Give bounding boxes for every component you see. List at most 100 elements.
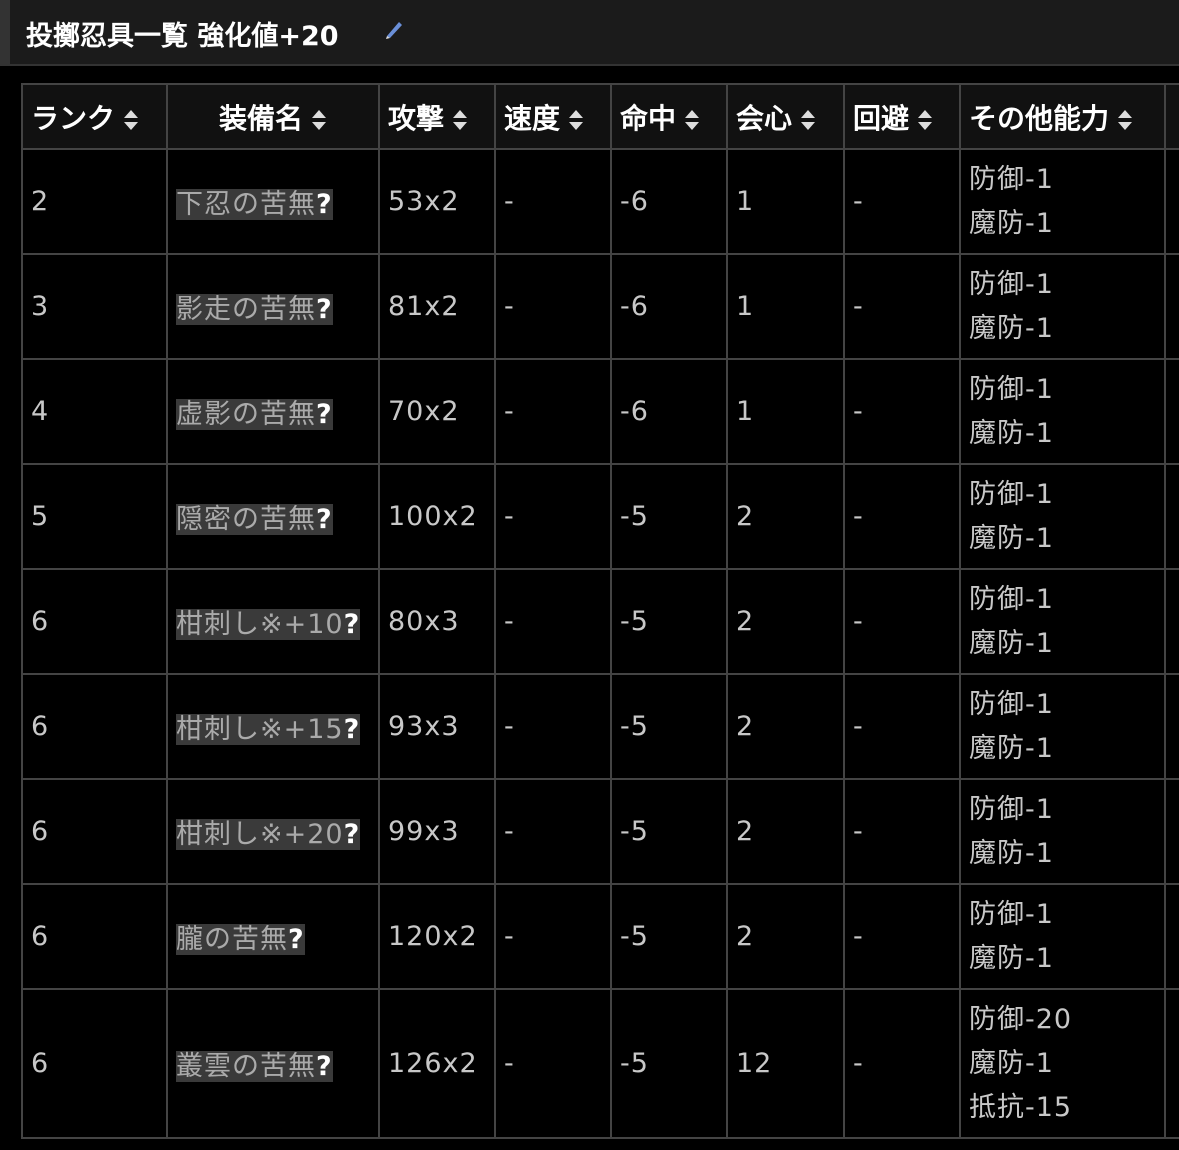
table-cell: - bbox=[494, 358, 612, 465]
table-cell: - bbox=[843, 148, 961, 255]
column-header[interactable]: 会心 bbox=[726, 83, 845, 150]
table-cell: - bbox=[494, 673, 612, 780]
ability-line: 防御-1 bbox=[969, 688, 1054, 720]
item-name[interactable]: 柑刺し※+10 bbox=[176, 609, 344, 640]
cell-text: -5 bbox=[620, 1048, 649, 1079]
ability-line: 防御-1 bbox=[969, 793, 1054, 825]
table-cell: -5 bbox=[610, 568, 728, 675]
table-cell: 3 bbox=[21, 253, 168, 360]
table-cell: 虚影の苦無? bbox=[166, 358, 380, 465]
item-name[interactable]: 虚影の苦無 bbox=[176, 399, 316, 430]
table-cell: 影走の苦無? bbox=[166, 253, 380, 360]
cut-off-cell bbox=[1164, 148, 1179, 255]
cell-text: 81x2 bbox=[388, 291, 460, 322]
ability-line: 魔防-1 bbox=[969, 942, 1054, 974]
item-name[interactable]: 柑刺し※+15 bbox=[176, 714, 344, 745]
missing-page-marker[interactable]: ? bbox=[316, 399, 333, 430]
cell-text: - bbox=[504, 186, 515, 217]
missing-page-marker[interactable]: ? bbox=[316, 294, 333, 325]
table-cell: 柑刺し※+10? bbox=[166, 568, 380, 675]
cell-text: - bbox=[853, 396, 864, 427]
cell-text: - bbox=[853, 816, 864, 847]
table-cell: 1 bbox=[726, 253, 845, 360]
cell-text: 3 bbox=[31, 291, 50, 322]
column-header[interactable]: その他能力 bbox=[959, 83, 1166, 150]
table-cell: 2 bbox=[726, 778, 845, 885]
table-cell: 6 bbox=[21, 568, 168, 675]
missing-page-marker[interactable]: ? bbox=[288, 924, 305, 955]
item-name[interactable]: 朧の苦無 bbox=[176, 924, 288, 955]
column-header[interactable]: 攻撃 bbox=[378, 83, 496, 150]
table-cell: - bbox=[843, 883, 961, 990]
cell-text: -5 bbox=[620, 606, 649, 637]
cell-text: 80x3 bbox=[388, 606, 460, 637]
item-name[interactable]: 柑刺し※+20 bbox=[176, 819, 344, 850]
column-header[interactable]: 回避 bbox=[843, 83, 961, 150]
table-cell: 柑刺し※+15? bbox=[166, 673, 380, 780]
cell-text: 12 bbox=[736, 1048, 773, 1079]
cell-text: 2 bbox=[31, 186, 50, 217]
cell-text: - bbox=[853, 606, 864, 637]
table-row: 3 影走の苦無? 81x2 - -6 1 - 防御-1 魔防-1 bbox=[21, 253, 1179, 360]
cell-text: -6 bbox=[620, 186, 649, 217]
cell-text: - bbox=[504, 501, 515, 532]
sort-icon bbox=[124, 109, 139, 130]
table-cell: 叢雲の苦無? bbox=[166, 988, 380, 1139]
column-header-text: 装備名 bbox=[218, 101, 303, 135]
item-name[interactable]: 隠密の苦無 bbox=[176, 504, 316, 535]
column-header-text: その他能力 bbox=[969, 101, 1110, 135]
table-cell: 6 bbox=[21, 988, 168, 1139]
cut-off-cell bbox=[1164, 988, 1179, 1139]
table-cell: 120x2 bbox=[378, 883, 496, 990]
table-cell: 53x2 bbox=[378, 148, 496, 255]
sort-icon bbox=[1118, 109, 1133, 130]
ability-line: 防御-1 bbox=[969, 583, 1054, 615]
missing-page-marker[interactable]: ? bbox=[343, 714, 361, 745]
table-cell: - bbox=[843, 358, 961, 465]
column-header[interactable]: 命中 bbox=[610, 83, 728, 150]
ability-line: 魔防-1 bbox=[969, 837, 1054, 869]
table-cell: 6 bbox=[21, 673, 168, 780]
column-header[interactable]: ランク bbox=[21, 83, 168, 150]
equipment-table: ランク 装備名 攻撃 速度 命中 会心 回避 その他能力 2 下忍の苦無? 53x2- -6 1- 防御… bbox=[21, 83, 1179, 1139]
table-cell: 朧の苦無? bbox=[166, 883, 380, 990]
missing-page-marker[interactable]: ? bbox=[316, 504, 333, 535]
missing-page-marker[interactable]: ? bbox=[316, 1051, 333, 1082]
missing-page-marker[interactable]: ? bbox=[343, 819, 361, 850]
ability-line: 魔防-1 bbox=[969, 417, 1054, 449]
column-header[interactable]: 装備名 bbox=[166, 83, 380, 150]
edit-icon[interactable] bbox=[383, 18, 405, 40]
cell-text: 6 bbox=[31, 816, 50, 847]
cell-text: - bbox=[853, 186, 864, 217]
item-name[interactable]: 叢雲の苦無 bbox=[176, 1051, 316, 1082]
table-cell: 防御-1 魔防-1 bbox=[959, 568, 1166, 675]
cell-text: 1 bbox=[736, 291, 755, 322]
missing-page-marker[interactable]: ? bbox=[316, 189, 333, 220]
sort-icon bbox=[685, 109, 700, 130]
cell-text: 120x2 bbox=[388, 921, 478, 952]
column-header-text: 命中 bbox=[620, 101, 677, 135]
item-name[interactable]: 下忍の苦無 bbox=[176, 189, 316, 220]
table-cell: 4 bbox=[21, 358, 168, 465]
table-cell: 防御-1 魔防-1 bbox=[959, 358, 1166, 465]
table-cell: 126x2 bbox=[378, 988, 496, 1139]
missing-page-marker[interactable]: ? bbox=[343, 609, 361, 640]
cell-text: 2 bbox=[736, 606, 755, 637]
table-cell: 防御-1 魔防-1 bbox=[959, 778, 1166, 885]
column-header[interactable]: 速度 bbox=[494, 83, 612, 150]
ability-line: 防御-1 bbox=[969, 373, 1054, 405]
item-name[interactable]: 影走の苦無 bbox=[176, 294, 316, 325]
table-cell: - bbox=[494, 778, 612, 885]
table-cell: 防御-20 魔防-1 抵抗-15 bbox=[959, 988, 1166, 1139]
table-cell: 99x3 bbox=[378, 778, 496, 885]
table-row: 6 朧の苦無? 120x2- -5 2- 防御-1 魔防-1 bbox=[21, 883, 1179, 990]
column-header-text: 会心 bbox=[736, 101, 793, 135]
cut-off-header bbox=[1164, 83, 1179, 150]
table-cell: 100x2 bbox=[378, 463, 496, 570]
cell-text: 1 bbox=[736, 396, 755, 427]
cut-off-cell bbox=[1164, 673, 1179, 780]
table-cell: 2 bbox=[21, 148, 168, 255]
table-cell: 防御-1 魔防-1 bbox=[959, 883, 1166, 990]
header-row: ランク 装備名 攻撃 速度 命中 会心 回避 その他能力 bbox=[21, 83, 1179, 150]
